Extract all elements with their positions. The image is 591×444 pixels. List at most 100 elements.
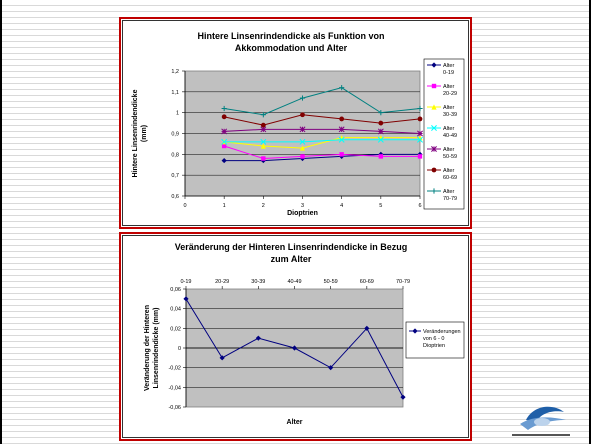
chart1-legend-label: Alter [443, 126, 454, 132]
chart1-series-line [224, 128, 421, 134]
chart-panel-thickness-vs-accommodation: Hintere Linsenrindendicke als Funktion v… [119, 17, 472, 229]
chart2-xtick-label: 30-39 [251, 279, 265, 285]
chart1-xtick-label: 1 [223, 203, 226, 209]
chart2-legend-label: von 6 - 0 [423, 336, 444, 342]
chart1-legend-label: 40-49 [443, 133, 457, 139]
chart1-data-point [260, 126, 267, 133]
chart1-xtick-label: 4 [340, 203, 343, 209]
chart1-legend-label: 20-29 [443, 91, 457, 97]
chart2-title-line: Veränderung der Hinteren Linsenrindendic… [175, 242, 408, 252]
chart1-data-point [221, 128, 228, 135]
chart1-ytick-label: 1,2 [171, 69, 179, 75]
chart2-ytick-label: -0,06 [168, 405, 181, 411]
chart1-legend-label: 70-79 [443, 196, 457, 202]
chart1-data-point [417, 116, 423, 122]
chart1-data-point [338, 136, 345, 143]
chart1-data-point [417, 130, 423, 137]
chart2-legend-label: Dioptrien [423, 343, 445, 349]
chart1-data-point [221, 114, 227, 120]
chart1-legend-label: 30-39 [443, 112, 457, 118]
chart1-data-point [299, 138, 306, 145]
chart1-legend-marker [431, 146, 437, 152]
chart1-legend-marker [431, 188, 437, 194]
chart1-series-line [224, 153, 420, 162]
chart1-xtick-label: 5 [379, 203, 382, 209]
chart1-data-point [299, 126, 306, 133]
chart1-ytick-label: 1 [176, 111, 179, 117]
chart1-data-point [338, 126, 345, 133]
chart1-data-point [221, 105, 227, 112]
chart1-legend-label: Alter [443, 84, 454, 90]
chart2-data-point [291, 345, 298, 351]
chart1-xtick-label: 2 [262, 203, 265, 209]
chart1-legend-label: Alter [443, 147, 454, 153]
chart1-ytick-label: 0,6 [171, 194, 179, 200]
chart2-xtick-label: 40-49 [287, 279, 301, 285]
chart2-xtick-label: 50-59 [324, 279, 338, 285]
chart1-data-point [377, 136, 384, 143]
chart1-data-point [221, 143, 227, 149]
chart1-xtick-label: 6 [418, 203, 421, 209]
chart1-xtick-label: 3 [301, 203, 304, 209]
chart2-ylabel: Veränderung der Hinteren Linsenrindendick… [144, 305, 160, 391]
chart1-data-point [417, 105, 423, 112]
logo-icon [512, 406, 570, 436]
chart1-ytick-label: 0,9 [171, 132, 179, 138]
chart1-data-point [378, 110, 384, 116]
chart1-data-point [260, 138, 267, 145]
chart1-legend-label: Alter [443, 105, 454, 111]
chart1-data-point [260, 112, 266, 118]
chart1-xtick-label: 0 [183, 203, 186, 209]
chart1-data-point [260, 143, 266, 149]
chart2-xtick-label: 0-19 [180, 279, 191, 285]
chart1-data-point [378, 120, 384, 126]
chart2-xtick-label: 70-79 [396, 279, 410, 285]
chart1-data-point [377, 128, 384, 135]
chart1-legend-marker [431, 83, 437, 89]
chart1-data-point [417, 154, 423, 159]
chart1-legend-label: 50-59 [443, 154, 457, 160]
chart1-series-line [224, 87, 421, 116]
chart1-ylabel: Hintere Linsenrindendicke (mm) [132, 89, 148, 177]
chart2-ytick-label: 0,02 [170, 326, 181, 332]
chart1-data-point [300, 112, 305, 118]
chart1-data-point [299, 145, 306, 151]
chart2-xtick-label: 60-69 [360, 279, 374, 285]
chart1-series-line [224, 114, 421, 126]
chart1-legend-marker [431, 125, 437, 131]
chart2-ylabel-line: Linsenrindendicke (mm) [153, 308, 160, 389]
chart1-legend-box [423, 58, 465, 210]
chart1-title-line: Hintere Linsenrindendicke als Funktion v… [197, 31, 384, 41]
chart1-ytick-label: 0,7 [171, 173, 179, 179]
chart1-data-point [339, 116, 345, 122]
slide-left-border [0, 0, 2, 444]
chart-panel-change-vs-age: Veränderung der Hinteren Linsenrindendic… [119, 232, 472, 441]
chart1-ylabel-line: (mm) [141, 125, 148, 142]
chart1-legend-label: Alter [443, 189, 454, 195]
chart1-ytick-label: 1,1 [171, 90, 179, 96]
chart2-ylabel-line: Veränderung der Hinteren [144, 305, 151, 391]
chart-change-vs-age: Veränderung der Hinteren Linsenrindendic… [144, 242, 465, 426]
chart2-ytick-label: 0 [178, 346, 181, 352]
chart-thickness-vs-accommodation: Hintere Linsenrindendicke als Funktion v… [132, 31, 465, 217]
chart1-legend-label: 60-69 [443, 175, 457, 181]
chart2-xlabel: Alter [287, 419, 303, 426]
chart1-data-point [261, 156, 266, 161]
chart1-xlabel: Dioptrien [287, 210, 318, 217]
chart1-ytick-label: 0,8 [171, 152, 179, 158]
chart1-data-point [378, 154, 384, 159]
chart1-series-line [224, 137, 420, 149]
chart2-xtick-label: 20-29 [215, 279, 229, 285]
chart2-ytick-label: -0,04 [168, 385, 181, 391]
chart1-data-point [260, 122, 266, 128]
chart1-data-point [300, 154, 305, 159]
chart1-series-line [224, 139, 420, 143]
chart2-title-line: zum Alter [271, 254, 312, 264]
chart2-ytick-label: 0,04 [170, 307, 181, 313]
chart1-title-line: Akkommodation und Alter [235, 43, 348, 53]
chart2-legend-box [405, 321, 465, 359]
chart1-legend-label: Alter [443, 63, 454, 69]
chart1-data-point [221, 157, 227, 164]
chart1-legend-marker [431, 167, 437, 173]
